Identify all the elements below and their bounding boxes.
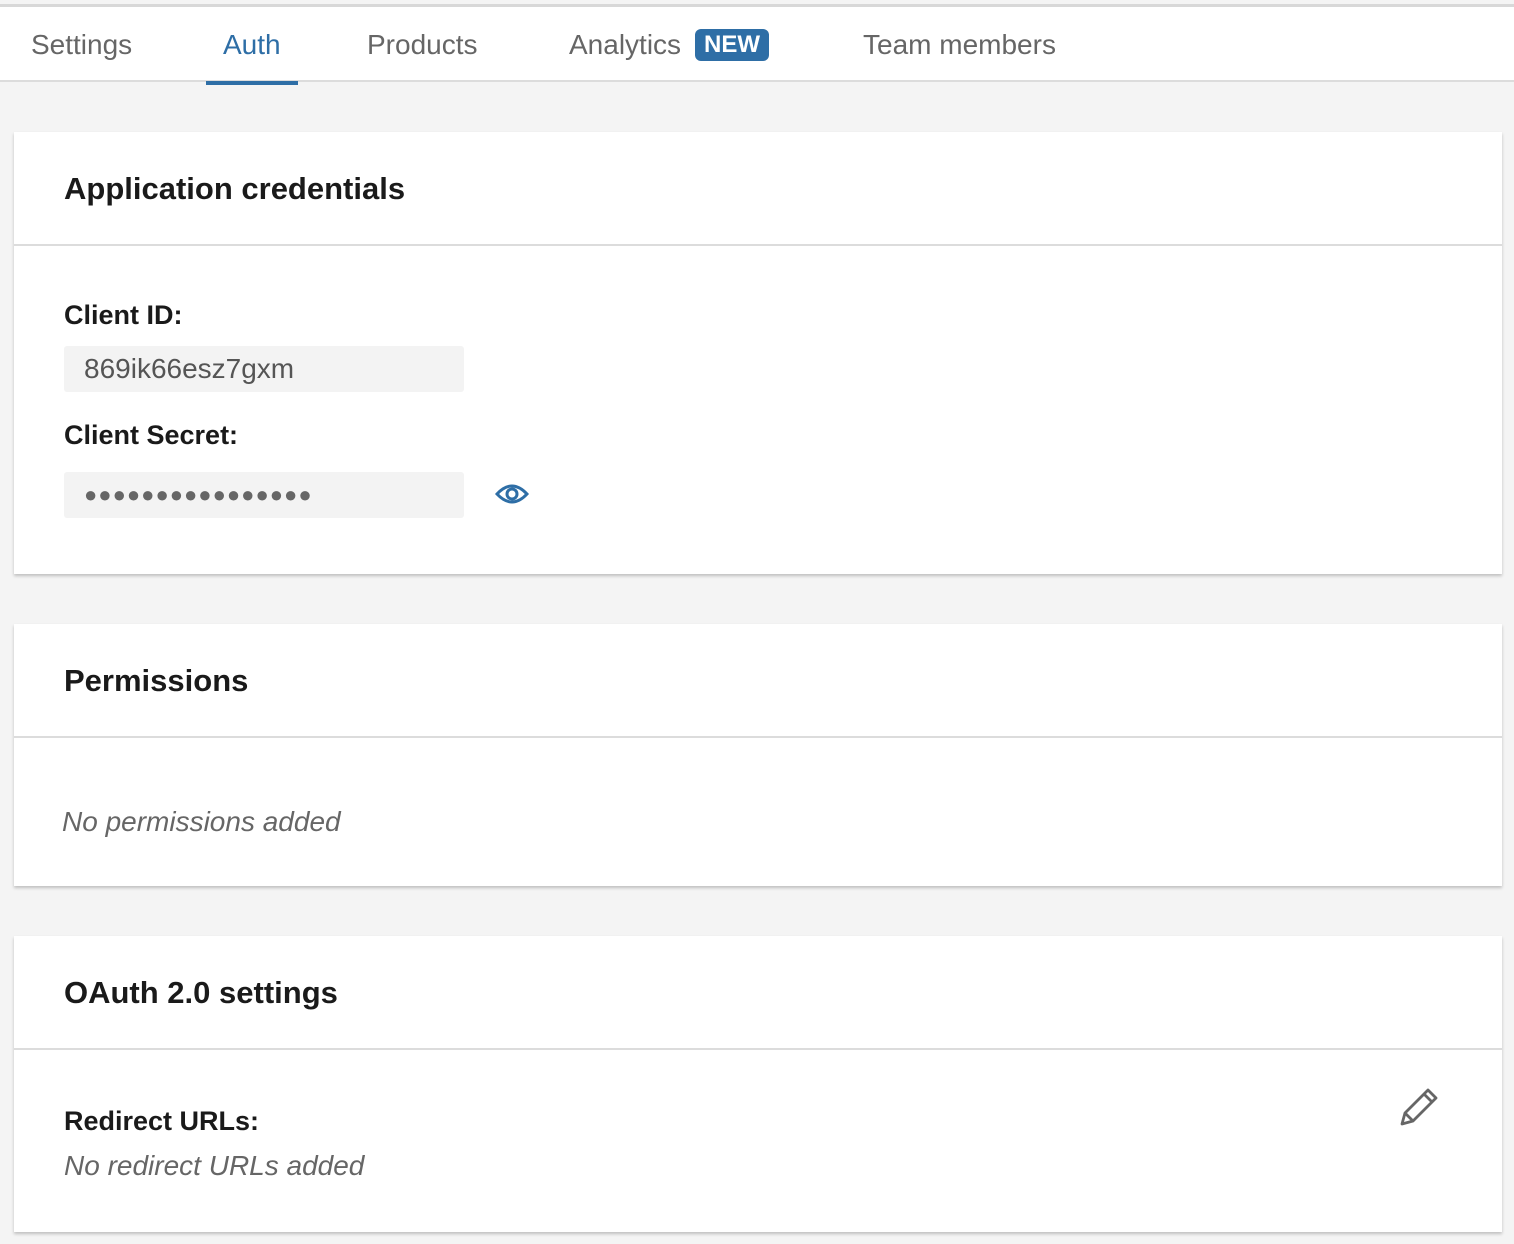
permissions-card: Permissions No permissions added — [14, 624, 1502, 886]
client-id-field[interactable]: 869ik66esz7gxm — [64, 346, 464, 392]
card-title: Application credentials — [14, 132, 1502, 246]
new-badge: NEW — [695, 28, 770, 61]
no-redirect-urls-text: No redirect URLs added — [64, 1150, 365, 1181]
application-credentials-card: Application credentials Client ID: 869ik… — [14, 132, 1502, 574]
card-title: OAuth 2.0 settings — [14, 936, 1502, 1050]
no-permissions-text: No permissions added — [62, 806, 341, 837]
tab-settings[interactable]: Settings — [31, 29, 133, 60]
redirect-urls-label: Redirect URLs: — [64, 1106, 260, 1136]
oauth-settings-card: OAuth 2.0 settings Redirect URLs: No red… — [14, 936, 1502, 1232]
tab-analytics[interactable]: Analytics NEW — [569, 7, 770, 83]
client-secret-label: Client Secret: — [64, 420, 239, 450]
client-secret-field[interactable]: ●●●●●●●●●●●●●●●● — [64, 472, 464, 518]
pencil-icon[interactable] — [1398, 1086, 1440, 1128]
tab-team-members[interactable]: Team members — [863, 29, 1056, 60]
tab-bar: Settings Auth Products Analytics NEW Team… — [0, 4, 1514, 85]
tab-products[interactable]: Products — [367, 29, 478, 60]
tab-analytics-label: Analytics — [569, 29, 682, 60]
card-title: Permissions — [14, 624, 1502, 738]
client-id-label: Client ID: — [64, 300, 183, 330]
eye-icon[interactable] — [494, 480, 530, 508]
tab-auth[interactable]: Auth — [206, 7, 298, 85]
